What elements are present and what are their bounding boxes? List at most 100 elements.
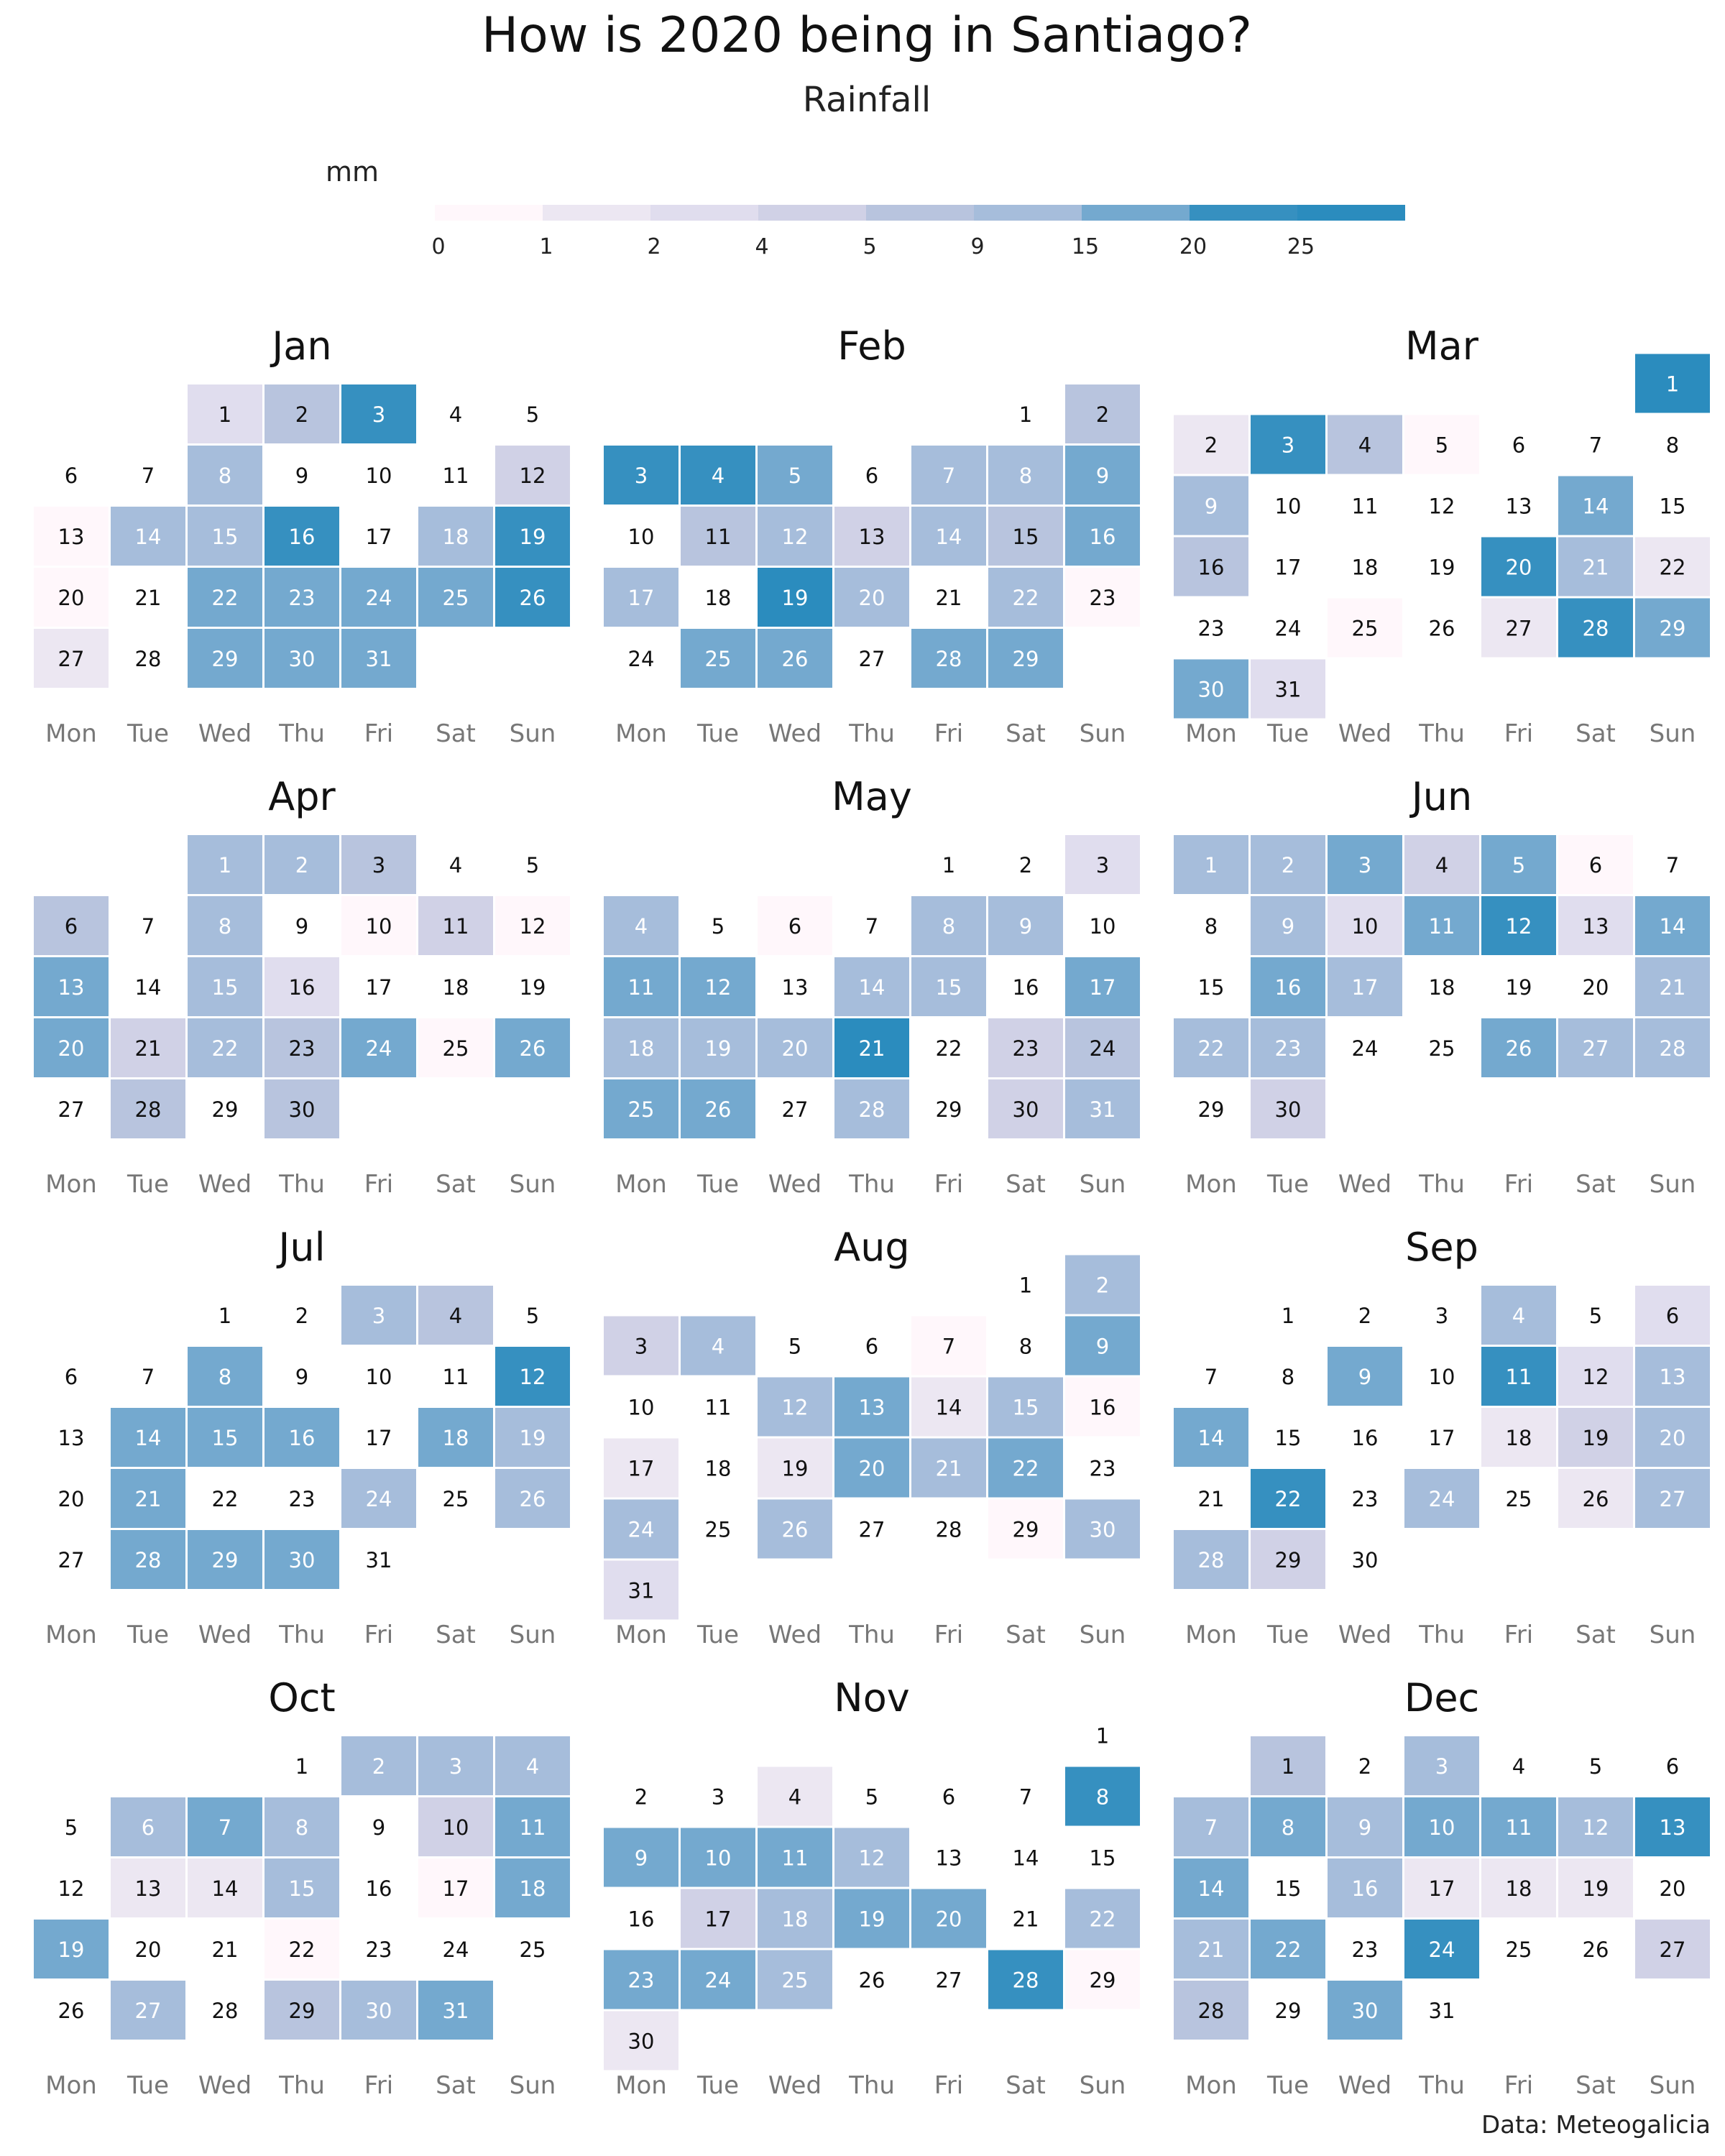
weekday-label: Tue [126,2071,169,2100]
day-number: 28 [212,1999,239,2023]
day-cell [834,1316,909,1376]
day-number: 29 [1090,1968,1116,1993]
weekday-label: Thu [278,1621,325,1649]
day-cell [988,1255,1063,1314]
day-number: 17 [1275,556,1302,580]
day-number: 18 [1352,556,1379,580]
day-number: 6 [942,1785,955,1810]
day-cell [1328,1920,1402,1978]
legend-tick-label: 9 [970,234,984,259]
day-cell [341,629,416,688]
day-number: 18 [782,1907,809,1932]
day-cell [604,568,678,627]
day-cell [758,1377,832,1437]
day-number: 29 [1198,1097,1225,1122]
day-number: 2 [1019,853,1032,877]
day-cell [1635,415,1710,474]
day-cell [1065,957,1140,1016]
weekday-label: Fri [934,719,964,748]
day-number: 6 [65,1365,78,1389]
day-cell [264,1858,339,1917]
day-cell [604,2011,678,2070]
day-number: 7 [1666,853,1679,877]
day-number: 19 [1429,556,1455,580]
day-number: 23 [1090,586,1116,610]
day-number: 23 [289,1036,316,1061]
day-number: 19 [520,1426,546,1450]
day-number: 29 [1275,1999,1302,2023]
day-number: 23 [1013,1036,1039,1061]
day-number: 16 [1013,975,1039,1000]
day-cell [1174,1797,1248,1856]
legend-tick-label: 15 [1072,234,1099,259]
day-number: 7 [865,914,878,939]
day-number: 23 [1090,1457,1116,1481]
day-number: 18 [443,525,469,549]
day-cell [988,1766,1063,1826]
legend-swatch [435,205,543,221]
day-number: 9 [635,1846,648,1871]
day-number: 8 [942,914,955,939]
day-number: 21 [135,1487,162,1511]
day-number: 3 [635,1335,648,1359]
day-cell [1251,1286,1325,1345]
day-number: 25 [1429,1036,1455,1061]
day-number: 4 [788,1785,801,1810]
weekday-label: Thu [848,2071,895,2100]
day-cell [1174,1469,1248,1528]
day-number: 21 [936,1457,962,1481]
month-title: Feb [837,323,906,369]
weekday-label: Tue [696,1170,739,1199]
day-cell [188,1920,262,1978]
day-number: 11 [1506,1815,1532,1840]
day-cell [1404,896,1479,955]
legend-tick-label: 2 [647,234,661,259]
day-number: 20 [859,586,886,610]
day-number: 10 [443,1815,469,1840]
day-cell [758,957,832,1016]
day-cell [1251,1858,1325,1917]
day-number: 14 [212,1876,239,1901]
day-cell [1404,476,1479,535]
day-cell [834,507,909,566]
day-number: 19 [1583,1876,1609,1901]
day-number: 1 [942,853,955,877]
day-number: 10 [1429,1815,1455,1840]
day-cell [1174,957,1248,1016]
day-cell [758,1079,832,1138]
day-cell [1635,1736,1710,1795]
weekday-label: Sun [510,1170,556,1199]
day-number: 11 [705,525,732,549]
day-cell [341,568,416,627]
day-cell [1328,1018,1402,1077]
weekday-label: Wed [198,2071,252,2100]
day-number: 8 [1205,914,1218,939]
day-cell [188,446,262,505]
day-number: 15 [936,975,962,1000]
day-number: 17 [1429,1876,1455,1901]
day-cell [188,1858,262,1917]
day-cell [988,1079,1063,1138]
day-number: 4 [1512,1304,1525,1328]
day-cell [1558,1858,1633,1917]
weekday-label: Wed [768,2071,822,2100]
day-number: 10 [366,914,392,939]
day-cell [681,1079,755,1138]
day-cell [1404,537,1479,596]
day-number: 3 [1435,1754,1448,1779]
day-cell [911,957,986,1016]
weekday-label: Sat [1006,2071,1046,2100]
day-number: 16 [366,1876,392,1901]
month-title: Nov [834,1675,909,1720]
day-number: 16 [628,1907,655,1932]
day-cell [834,896,909,955]
day-cell [911,1766,986,1826]
day-cell [34,1920,109,1978]
day-cell [1558,1408,1633,1467]
weekday-label: Thu [1418,2071,1465,2100]
day-number: 12 [782,1396,809,1420]
day-number: 17 [628,1457,655,1481]
day-number: 18 [1506,1426,1532,1450]
day-cell [264,1347,339,1406]
